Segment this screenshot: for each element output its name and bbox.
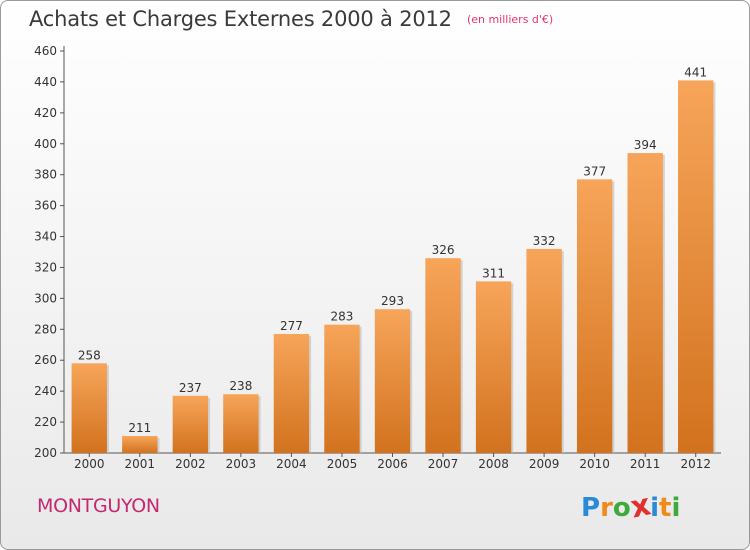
logo-letter: i: [671, 493, 681, 523]
bar-value-label: 377: [583, 164, 606, 178]
y-tick-label: 200: [34, 446, 57, 460]
logo-letter: i: [650, 493, 660, 523]
bar: [172, 395, 209, 453]
bar: [324, 324, 360, 453]
bar: [273, 333, 310, 453]
bar-value-label: 332: [533, 234, 556, 248]
bar: [122, 435, 158, 453]
bar: [71, 363, 107, 453]
x-tick-label: 2008: [478, 457, 509, 471]
bar: [374, 309, 411, 453]
bar: [425, 258, 461, 453]
bar-value-label: 311: [482, 266, 505, 280]
y-tick-label: 240: [34, 384, 57, 398]
x-tick-label: 2010: [579, 457, 610, 471]
y-tick-label: 340: [34, 230, 57, 244]
logo-letter: o: [612, 493, 631, 523]
y-tick-label: 440: [34, 75, 57, 89]
logo-letter: t: [659, 493, 672, 523]
commune-name: MONTGUYON: [37, 495, 160, 517]
y-tick-label: 360: [34, 199, 57, 213]
y-tick-label: 280: [34, 322, 57, 336]
proxiti-logo: Proxiti: [581, 487, 681, 525]
bar-value-label: 394: [634, 138, 657, 152]
bar: [475, 281, 512, 453]
x-tick-label: 2012: [680, 457, 711, 471]
x-tick-label: 2002: [175, 457, 206, 471]
bar: [627, 153, 663, 454]
y-tick-label: 300: [34, 291, 57, 305]
bar: [576, 179, 613, 454]
x-tick-label: 2009: [529, 457, 560, 471]
x-tick-label: 2006: [377, 457, 408, 471]
x-tick-label: 2000: [74, 457, 105, 471]
chart-bars: 258 211 237 238 277 283 293 326 311 332 377 394 441: [71, 65, 716, 454]
bar: [223, 394, 259, 453]
chart-subtitle: (en milliers d'€): [466, 13, 554, 26]
x-tick-label: 2011: [630, 457, 661, 471]
logo-letter: r: [600, 493, 613, 523]
bar: [678, 80, 714, 453]
bar-value-label: 283: [331, 310, 354, 324]
bar-value-label: 258: [78, 348, 101, 362]
bar-value-label: 237: [179, 381, 202, 395]
x-tick-label: 2007: [428, 457, 459, 471]
y-tick-label: 260: [34, 353, 57, 367]
y-tick-label: 460: [34, 44, 57, 58]
x-tick-label: 2005: [327, 457, 358, 471]
bar-value-label: 238: [229, 379, 252, 393]
chart-axes: 200 220 240 260 280 300 320 340 360 380 400 420 440 4…: [34, 44, 721, 471]
y-tick-label: 400: [34, 137, 57, 151]
x-tick-label: 2004: [276, 457, 307, 471]
bar-value-label: 211: [128, 421, 151, 435]
bar-value-label: 277: [280, 319, 303, 333]
logo-letter: P: [581, 493, 601, 523]
y-tick-label: 320: [34, 260, 57, 274]
bar-value-label: 326: [432, 243, 455, 257]
bar-value-label: 293: [381, 294, 404, 308]
y-tick-label: 380: [34, 168, 57, 182]
y-tick-label: 220: [34, 415, 57, 429]
bar-value-label: 441: [684, 65, 707, 79]
chart-title: Achats et Charges Externes 2000 à 2012: [29, 7, 452, 31]
y-tick-label: 420: [34, 106, 57, 120]
x-tick-label: 2003: [226, 457, 257, 471]
bar: [526, 248, 562, 453]
x-tick-label: 2001: [125, 457, 156, 471]
title-row: Achats et Charges Externes 2000 à 2012 (…: [29, 7, 553, 31]
